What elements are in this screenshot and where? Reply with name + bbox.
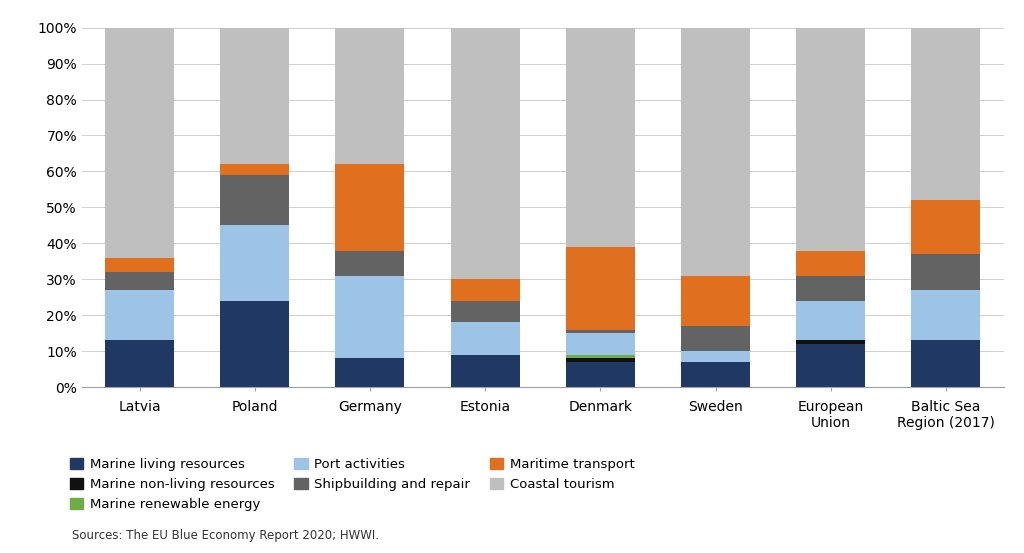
Bar — [451, 28, 520, 279]
Bar — [336, 251, 404, 275]
Bar — [565, 28, 635, 247]
Bar — [681, 351, 750, 362]
Bar — [105, 258, 174, 272]
Bar — [911, 340, 981, 387]
Bar — [336, 358, 404, 387]
Bar — [797, 301, 865, 340]
Bar — [451, 355, 520, 387]
Bar — [911, 290, 981, 340]
Bar — [681, 362, 750, 387]
Bar — [681, 28, 750, 275]
Bar — [451, 301, 520, 322]
Bar — [451, 279, 520, 301]
Bar — [220, 164, 290, 175]
Bar — [220, 226, 290, 301]
Bar — [565, 333, 635, 355]
Bar — [797, 28, 865, 251]
Bar — [336, 164, 404, 251]
Bar — [105, 290, 174, 340]
Bar — [681, 326, 750, 351]
Bar — [911, 200, 981, 254]
Bar — [565, 355, 635, 358]
Text: Sources: The EU Blue Economy Report 2020; HWWI.: Sources: The EU Blue Economy Report 2020… — [72, 529, 379, 542]
Bar — [105, 272, 174, 290]
Bar — [105, 28, 174, 258]
Bar — [220, 28, 290, 164]
Bar — [681, 275, 750, 326]
Bar — [336, 28, 404, 164]
Bar — [220, 301, 290, 387]
Bar — [797, 276, 865, 301]
Bar — [797, 344, 865, 387]
Bar — [797, 340, 865, 344]
Legend: Marine living resources, Marine non-living resources, Marine renewable energy, P: Marine living resources, Marine non-livi… — [70, 458, 635, 510]
Bar — [336, 276, 404, 358]
Bar — [220, 175, 290, 226]
Bar — [565, 330, 635, 333]
Bar — [105, 340, 174, 387]
Bar — [565, 362, 635, 387]
Bar — [451, 322, 520, 355]
Bar — [911, 254, 981, 290]
Bar — [565, 247, 635, 330]
Bar — [911, 28, 981, 200]
Bar — [565, 358, 635, 362]
Bar — [797, 251, 865, 275]
